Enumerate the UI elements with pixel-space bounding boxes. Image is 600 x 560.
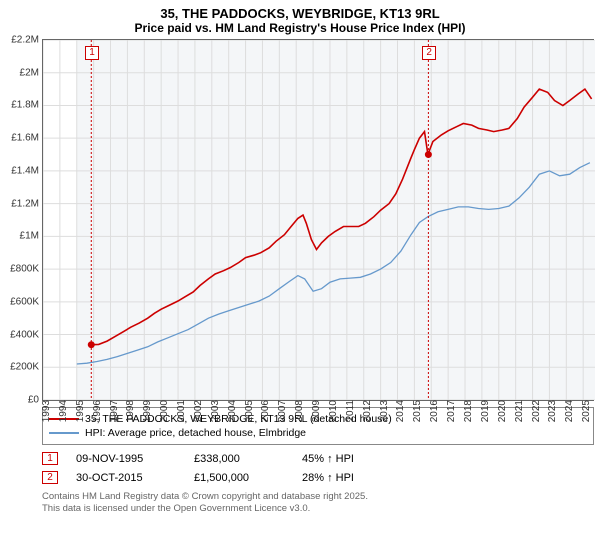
x-axis-tick-label: 2000 <box>157 400 170 422</box>
x-axis-tick-label: 2010 <box>326 400 339 422</box>
x-axis-tick-label: 2005 <box>242 400 255 422</box>
x-axis-tick-label: 2017 <box>444 400 457 422</box>
chart-svg <box>43 40 595 400</box>
sale-price: £338,000 <box>194 453 284 465</box>
sale-date: 30-OCT-2015 <box>76 472 176 484</box>
x-axis-tick-label: 2014 <box>393 400 406 422</box>
chart-marker-label: 1 <box>85 46 99 60</box>
x-axis-tick-label: 2006 <box>258 400 271 422</box>
y-axis-tick-label: £1.2M <box>11 198 43 209</box>
x-axis-tick-label: 2021 <box>512 400 525 422</box>
x-axis-tick-label: 2002 <box>191 400 204 422</box>
chart-subtitle: Price paid vs. HM Land Registry's House … <box>0 21 600 39</box>
y-axis-tick-label: £2M <box>20 67 43 78</box>
footer-line: This data is licensed under the Open Gov… <box>42 503 594 515</box>
legend-label-blue: HPI: Average price, detached house, Elmb… <box>85 427 306 439</box>
x-axis-tick-label: 2022 <box>529 400 542 422</box>
x-axis-tick-label: 2008 <box>292 400 305 422</box>
x-axis-tick-label: 2001 <box>174 400 187 422</box>
x-axis-tick-label: 2013 <box>377 400 390 422</box>
chart-title: 35, THE PADDOCKS, WEYBRIDGE, KT13 9RL <box>0 0 600 21</box>
sale-price: £1,500,000 <box>194 472 284 484</box>
sale-marker-num: 2 <box>42 471 58 484</box>
y-axis-tick-label: £1.8M <box>11 100 43 111</box>
price-chart: £0£200K£400K£600K£800K£1M£1.2M£1.4M£1.6M… <box>42 39 594 401</box>
legend-item-blue: HPI: Average price, detached house, Elmb… <box>49 426 587 440</box>
x-axis-tick-label: 2023 <box>545 400 558 422</box>
x-axis-tick-label: 2003 <box>208 400 221 422</box>
y-axis-tick-label: £600K <box>10 296 43 307</box>
x-axis-tick-label: 1993 <box>39 400 52 422</box>
x-axis-tick-label: 2025 <box>579 400 592 422</box>
x-axis-tick-label: 2020 <box>495 400 508 422</box>
footer-attribution: Contains HM Land Registry data © Crown c… <box>42 491 594 515</box>
x-axis-tick-label: 2007 <box>275 400 288 422</box>
y-axis-tick-label: £1M <box>20 231 43 242</box>
y-axis-tick-label: £800K <box>10 264 43 275</box>
x-axis-tick-label: 2011 <box>343 400 356 422</box>
x-axis-tick-label: 2009 <box>309 400 322 422</box>
y-axis-tick-label: £2.2M <box>11 35 43 46</box>
x-axis-tick-label: 1999 <box>140 400 153 422</box>
chart-marker-label: 2 <box>422 46 436 60</box>
x-axis-tick-label: 1998 <box>123 400 136 422</box>
sale-row: 2 30-OCT-2015 £1,500,000 28% ↑ HPI <box>42 468 594 487</box>
y-axis-tick-label: £200K <box>10 362 43 373</box>
x-axis-tick-label: 2024 <box>562 400 575 422</box>
x-axis-tick-label: 1997 <box>107 400 120 422</box>
x-axis-tick-label: 2012 <box>360 400 373 422</box>
y-axis-tick-label: £1.6M <box>11 133 43 144</box>
x-axis-tick-label: 1996 <box>90 400 103 422</box>
sale-date: 09-NOV-1995 <box>76 453 176 465</box>
sales-table: 1 09-NOV-1995 £338,000 45% ↑ HPI 2 30-OC… <box>42 449 594 487</box>
sale-hpi-delta: 45% ↑ HPI <box>302 453 392 465</box>
x-axis-tick-label: 2004 <box>225 400 238 422</box>
x-axis-tick-label: 1995 <box>73 400 86 422</box>
y-axis-tick-label: £1.4M <box>11 165 43 176</box>
sale-hpi-delta: 28% ↑ HPI <box>302 472 392 484</box>
y-axis-tick-label: £400K <box>10 329 43 340</box>
legend-swatch-blue <box>49 432 79 434</box>
x-axis-tick-label: 2015 <box>410 400 423 422</box>
x-axis-tick-label: 2016 <box>427 400 440 422</box>
x-axis-tick-label: 2019 <box>478 400 491 422</box>
x-axis-tick-label: 1994 <box>56 400 69 422</box>
sale-marker-num: 1 <box>42 452 58 465</box>
footer-line: Contains HM Land Registry data © Crown c… <box>42 491 594 503</box>
x-axis-tick-label: 2018 <box>461 400 474 422</box>
sale-row: 1 09-NOV-1995 £338,000 45% ↑ HPI <box>42 449 594 468</box>
